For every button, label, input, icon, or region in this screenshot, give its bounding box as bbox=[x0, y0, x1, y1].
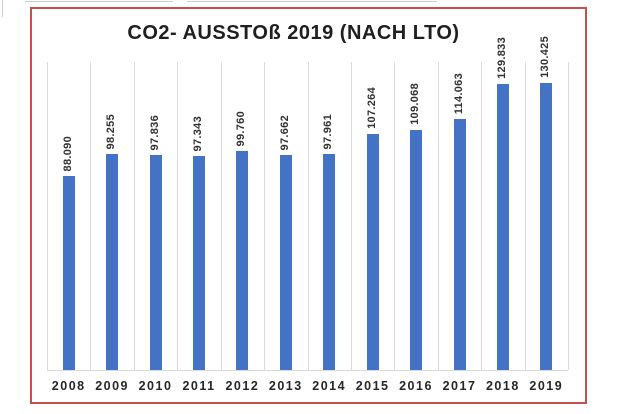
gridline bbox=[90, 62, 92, 370]
x-axis-label: 2014 bbox=[312, 379, 347, 393]
gridline bbox=[177, 62, 179, 370]
crop-artifact-line bbox=[187, 1, 437, 2]
x-axis-label: 2009 bbox=[95, 379, 129, 393]
gridline bbox=[133, 62, 135, 370]
gridline bbox=[350, 62, 352, 370]
x-axis-label: 2016 bbox=[399, 379, 433, 393]
x-axis-label: 2015 bbox=[355, 379, 390, 393]
x-axis-label: 2013 bbox=[268, 379, 303, 393]
gridline bbox=[307, 62, 309, 370]
bar-value-label: 129.833 bbox=[495, 37, 508, 79]
crop-artifact-line bbox=[2, 0, 3, 17]
bar-value-label: 99.760 bbox=[235, 110, 248, 146]
bar-value-label: 98.255 bbox=[105, 113, 118, 149]
x-axis-label: 2018 bbox=[485, 379, 520, 393]
x-axis-label: 2008 bbox=[51, 379, 86, 393]
bar bbox=[62, 176, 75, 370]
chart-frame: CO2- AUSSTOß 2019 (NACH LTO) 88.090 2008 9… bbox=[30, 7, 587, 404]
bar-value-label: 97.343 bbox=[192, 115, 204, 151]
gridline bbox=[524, 62, 526, 370]
chart-title: CO2- AUSSTOß 2019 (NACH LTO) bbox=[127, 22, 460, 44]
gridline bbox=[264, 62, 266, 370]
bar-value-label: 97.836 bbox=[148, 114, 161, 150]
gridline bbox=[47, 62, 48, 370]
x-axis-label: 2019 bbox=[529, 379, 564, 393]
x-axis-label: 2012 bbox=[225, 379, 260, 393]
bar-value-label: 107.264 bbox=[365, 87, 378, 129]
bar bbox=[540, 83, 553, 370]
bar bbox=[410, 130, 422, 370]
bar bbox=[323, 154, 336, 370]
x-axis-label: 2017 bbox=[442, 379, 477, 393]
bar bbox=[193, 156, 205, 370]
bar bbox=[453, 119, 466, 370]
gridline bbox=[394, 62, 396, 370]
bar-value-label: 109.068 bbox=[409, 83, 421, 125]
bar bbox=[106, 154, 119, 370]
bar bbox=[149, 155, 162, 370]
x-axis-label: 2010 bbox=[138, 379, 173, 393]
bar bbox=[236, 151, 249, 370]
bar-value-label: 130.425 bbox=[539, 36, 552, 78]
gridline bbox=[568, 62, 569, 370]
bar bbox=[279, 155, 292, 370]
bar-value-label: 97.662 bbox=[278, 114, 291, 150]
bar-value-label: 97.961 bbox=[322, 113, 335, 149]
gridline bbox=[220, 62, 222, 370]
crop-artifact-line bbox=[25, 1, 173, 2]
bar-value-label: 114.063 bbox=[452, 72, 465, 114]
gridline bbox=[437, 62, 439, 370]
bar bbox=[366, 134, 379, 370]
bar-value-label: 88.090 bbox=[61, 135, 74, 171]
plot-area: 88.090 2008 98.255 2009 97.836 2010 97.343 2011… bbox=[47, 36, 569, 393]
gridline bbox=[481, 62, 483, 370]
bar bbox=[496, 84, 509, 370]
x-axis-label: 2011 bbox=[182, 379, 216, 393]
